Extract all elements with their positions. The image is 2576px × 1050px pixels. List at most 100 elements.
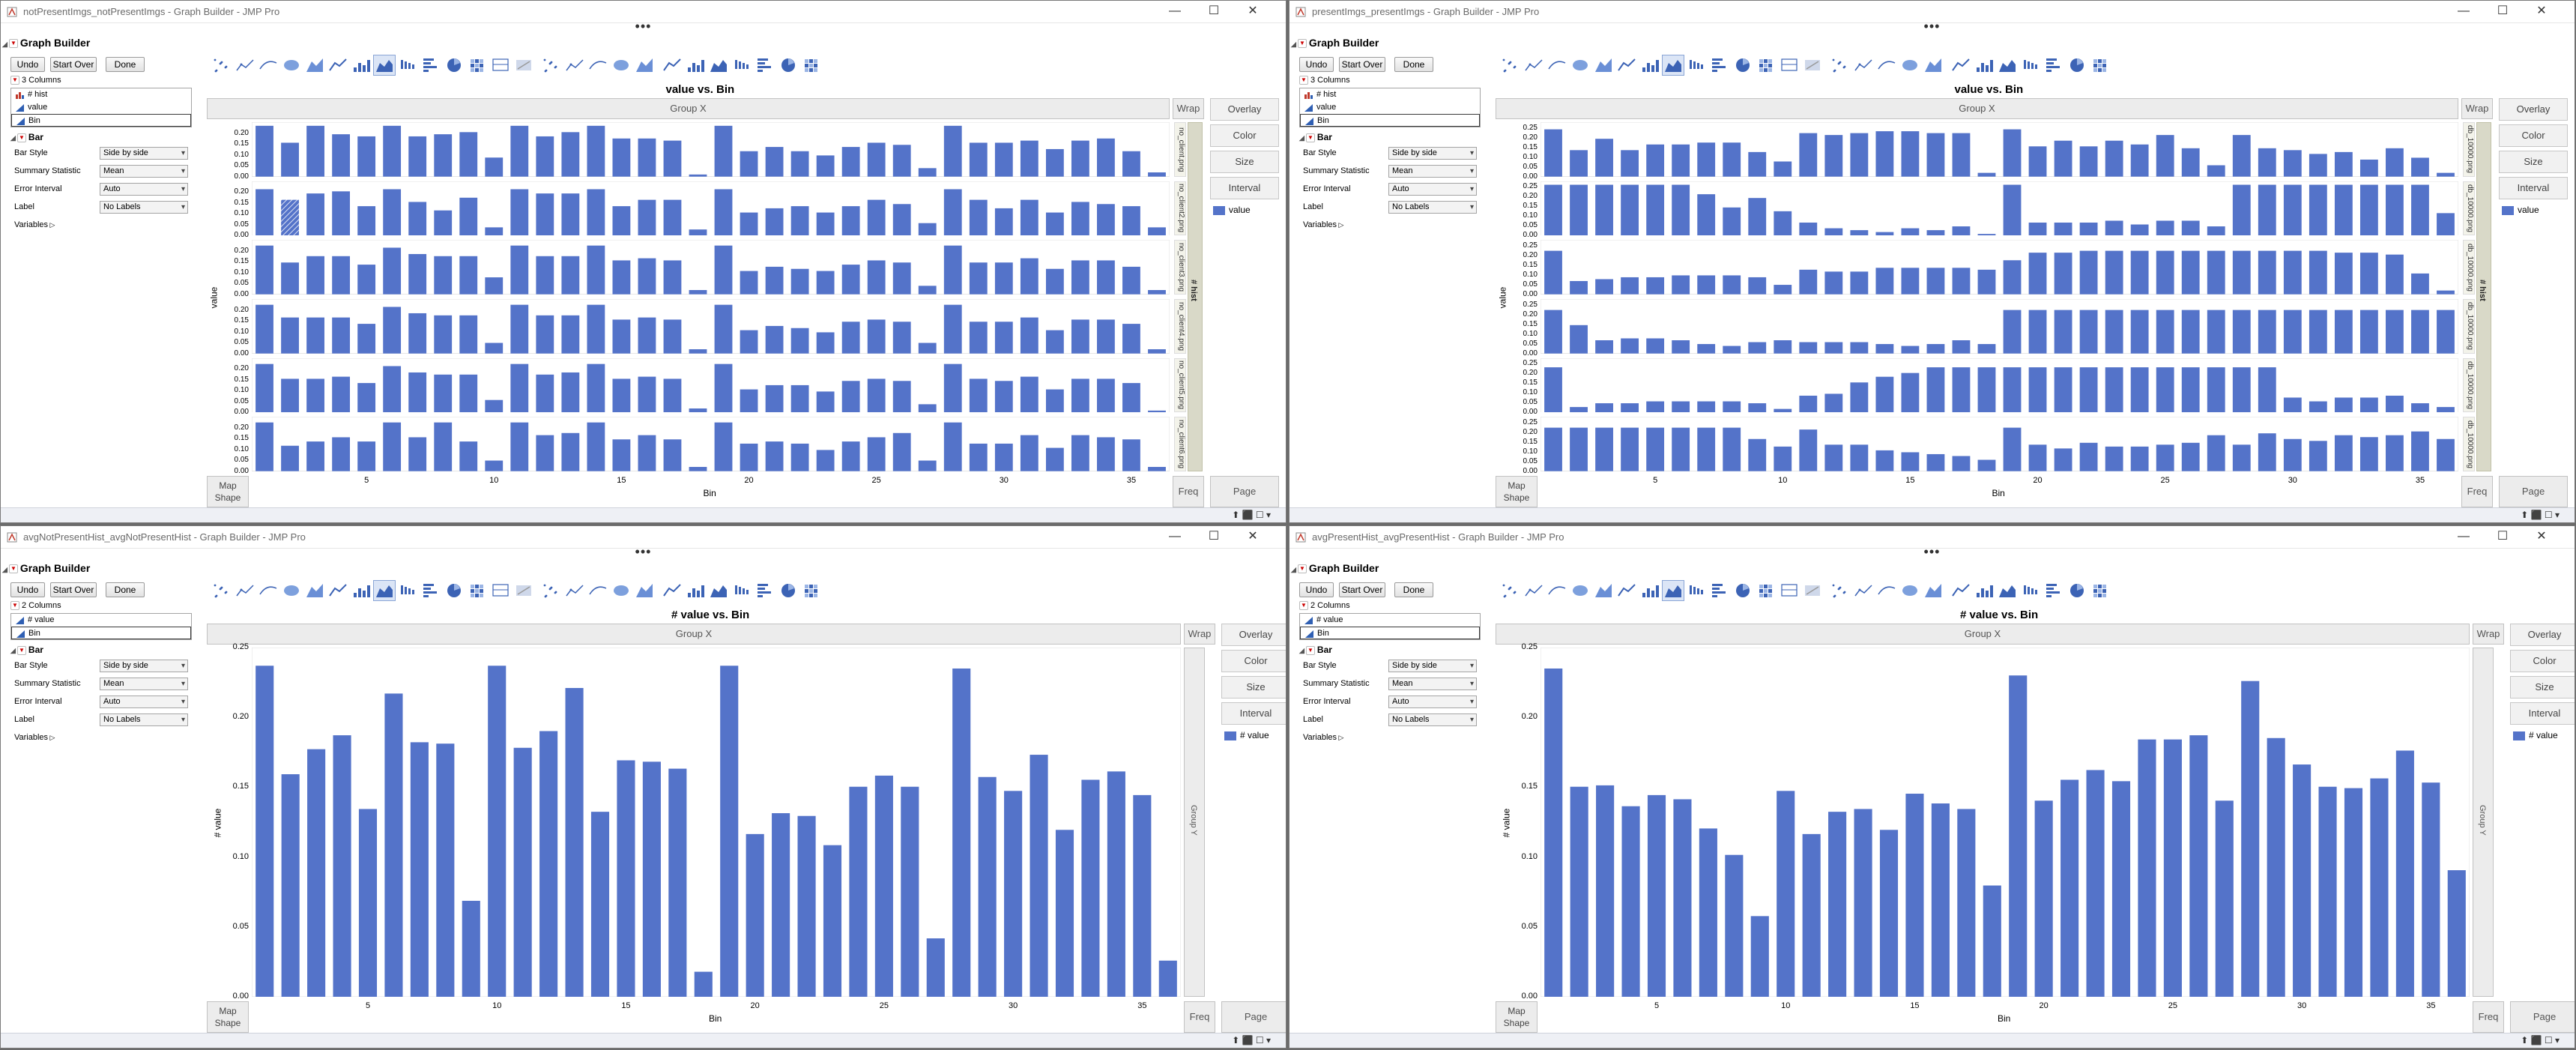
bar[interactable] (663, 439, 682, 471)
bar[interactable] (1097, 319, 1115, 354)
close-button[interactable]: ✕ (2536, 530, 2547, 543)
bar[interactable] (1697, 275, 1716, 295)
bar[interactable] (281, 262, 299, 295)
zone-overlay[interactable]: Overlay (2510, 624, 2575, 646)
bar[interactable] (1977, 366, 1996, 413)
bar[interactable] (2181, 148, 2200, 177)
bar[interactable] (1750, 916, 1769, 997)
element-type-icon[interactable] (1499, 580, 1522, 601)
bar[interactable] (1646, 184, 1665, 236)
columns-header[interactable]: ▼ 3 Columns (1299, 76, 1350, 85)
bar[interactable] (1158, 960, 1177, 997)
bar[interactable] (969, 444, 988, 471)
bar[interactable] (1595, 340, 1613, 354)
bar[interactable] (565, 687, 584, 997)
bar[interactable] (2359, 184, 2378, 236)
bar[interactable] (2411, 431, 2429, 471)
bar[interactable] (2034, 800, 2053, 997)
bar[interactable] (1723, 346, 1741, 354)
bar[interactable] (1824, 135, 1843, 177)
column-item[interactable]: value (1300, 101, 1480, 114)
bar[interactable] (357, 136, 376, 177)
zone-interval[interactable]: Interval (1221, 702, 1286, 725)
bar[interactable] (816, 155, 835, 177)
bar[interactable] (2283, 310, 2302, 354)
bar[interactable] (2130, 447, 2149, 471)
bar[interactable] (969, 142, 988, 177)
bar[interactable] (1802, 833, 1821, 997)
red-triangle-menu-icon[interactable]: ▼ (8, 39, 18, 49)
bar[interactable] (892, 380, 911, 413)
bar[interactable] (485, 460, 504, 471)
collapse-icon[interactable]: ◢ (1299, 134, 1304, 142)
element-type-icon[interactable] (587, 580, 609, 601)
collapse-icon[interactable]: ◢ (2, 40, 7, 48)
bar[interactable] (2334, 310, 2353, 354)
bar[interactable] (740, 271, 758, 295)
bar[interactable] (332, 190, 351, 236)
bar[interactable] (638, 376, 656, 413)
bar[interactable] (720, 666, 739, 997)
map-shape-zone[interactable]: Map Shape (207, 1001, 249, 1033)
wrap-zone[interactable]: Wrap (1173, 98, 1204, 119)
bar[interactable] (510, 363, 529, 413)
bar[interactable] (1122, 267, 1140, 295)
facet-label[interactable]: no_client3.png (1174, 240, 1186, 295)
bar[interactable] (1621, 402, 1639, 413)
zone-color[interactable]: Color (2510, 650, 2575, 672)
bar[interactable] (689, 174, 707, 177)
bar[interactable] (1570, 406, 1588, 413)
bar[interactable] (1748, 342, 1767, 354)
bar[interactable] (357, 265, 376, 295)
bar[interactable] (587, 304, 605, 354)
bar[interactable] (256, 245, 273, 295)
bar[interactable] (2334, 397, 2353, 413)
red-triangle-menu-icon[interactable]: ▼ (1299, 601, 1308, 611)
facet-label[interactable]: no_client2.png (1174, 181, 1186, 236)
bar[interactable] (2111, 781, 2131, 997)
group-x-zone[interactable]: Group X (1496, 98, 2458, 119)
bar[interactable] (2309, 154, 2327, 177)
bar[interactable] (1952, 456, 1971, 471)
property-select[interactable]: Side by side (1388, 660, 1477, 672)
bar[interactable] (1045, 389, 1064, 413)
bar[interactable] (2359, 437, 2378, 471)
bar[interactable] (694, 971, 713, 997)
red-triangle-menu-icon[interactable]: ▼ (1297, 39, 1307, 49)
bar[interactable] (1854, 809, 1872, 997)
column-item[interactable]: value (11, 101, 191, 114)
bar[interactable] (561, 315, 580, 354)
bar[interactable] (612, 260, 631, 295)
bar-element-header[interactable]: ◢ ▼ Bar (1299, 645, 1332, 655)
bar[interactable] (841, 147, 860, 177)
bar[interactable] (1148, 467, 1166, 471)
bar[interactable] (1045, 212, 1064, 236)
bar[interactable] (510, 245, 529, 295)
bar[interactable] (2258, 184, 2276, 236)
red-triangle-menu-icon[interactable]: ▼ (16, 645, 26, 655)
bar[interactable] (1952, 366, 1971, 413)
bar[interactable] (2105, 366, 2123, 413)
bar[interactable] (2386, 395, 2404, 413)
bar[interactable] (867, 199, 886, 236)
bar[interactable] (2079, 366, 2098, 413)
element-type-icon[interactable] (1922, 580, 1944, 601)
bar[interactable] (2130, 224, 2149, 236)
bar[interactable] (1901, 452, 1920, 471)
red-triangle-menu-icon[interactable]: ▼ (1299, 76, 1308, 85)
bar[interactable] (1672, 427, 1690, 471)
zone-interval[interactable]: Interval (1210, 177, 1279, 199)
bar[interactable] (663, 378, 682, 413)
bar[interactable] (2181, 250, 2200, 295)
bar[interactable] (2437, 439, 2455, 471)
bar[interactable] (2359, 310, 2378, 354)
element-type-icon[interactable] (1569, 55, 1591, 76)
bar[interactable] (1646, 338, 1665, 354)
page-zone[interactable]: Page (2499, 476, 2568, 507)
element-type-icon[interactable] (513, 55, 535, 76)
bar[interactable] (1672, 275, 1690, 295)
bar[interactable] (797, 815, 816, 997)
bar[interactable] (536, 315, 554, 354)
bar[interactable] (2241, 681, 2260, 997)
element-type-icon[interactable] (350, 55, 372, 76)
